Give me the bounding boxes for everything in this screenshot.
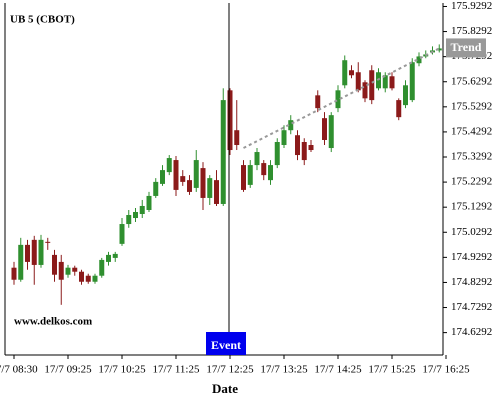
- y-tick-label: 175.1292: [451, 201, 492, 213]
- y-tick-label: 174.7292: [451, 301, 492, 313]
- candle-body: [31, 239, 37, 265]
- candle-body: [288, 120, 294, 131]
- candle-body: [403, 85, 408, 106]
- candle-body: [119, 224, 125, 244]
- candle-body: [254, 152, 260, 166]
- candle-body: [295, 135, 300, 156]
- candle-body: [234, 130, 240, 146]
- candle-body: [315, 95, 321, 109]
- y-tick-label: 175.0292: [451, 226, 492, 238]
- x-tick-label: 17/7 10:25: [98, 364, 146, 376]
- x-tick-label: 17/7 13:25: [260, 364, 308, 376]
- candle-body: [436, 48, 442, 51]
- x-tick-label: 17/7 15:25: [368, 364, 416, 376]
- candle-body: [247, 165, 253, 185]
- candle-body: [227, 90, 233, 151]
- candle-body: [261, 163, 267, 176]
- candle-body: [214, 180, 219, 204]
- candle-body: [160, 170, 165, 184]
- x-tick-label: 17/7 11:25: [153, 364, 200, 376]
- x-tick-label: 17/7 14:25: [314, 364, 362, 376]
- trend-line: [243, 47, 440, 149]
- candle-body: [416, 56, 422, 64]
- y-tick-label: 175.2292: [451, 176, 492, 188]
- candle-body: [52, 254, 57, 275]
- candle-body: [193, 160, 199, 188]
- y-tick-label: 175.5292: [451, 100, 492, 112]
- candle-body: [322, 118, 327, 140]
- candle-body: [301, 142, 307, 161]
- candle-body: [362, 82, 368, 99]
- x-tick-label: 17/7 16:25: [422, 364, 470, 376]
- y-tick-label: 174.6292: [451, 326, 492, 338]
- candle-body: [274, 142, 280, 166]
- candle-body: [180, 176, 186, 182]
- y-tick-label: 175.9292: [451, 0, 492, 12]
- candle-body: [65, 267, 71, 275]
- trend-label-box: [446, 38, 486, 58]
- y-tick-label: 175.6292: [451, 75, 492, 87]
- candle-body: [200, 168, 206, 198]
- candle-body: [207, 178, 213, 198]
- candle-body: [166, 158, 172, 173]
- candle-body: [187, 180, 192, 192]
- candle-body: [92, 275, 98, 282]
- candle-body: [396, 100, 402, 118]
- event-label-box: [206, 332, 246, 355]
- x-axis-title: Date: [212, 381, 238, 396]
- candle-body: [45, 241, 51, 243]
- candle-body: [58, 261, 64, 280]
- x-tick-label: 17/7 12:25: [206, 364, 254, 376]
- candle-body: [99, 259, 105, 276]
- candle-body: [139, 205, 145, 215]
- candle-body: [281, 130, 287, 146]
- y-tick-label: 175.3292: [451, 151, 492, 163]
- chart-title: UB 5 (CBOT): [10, 14, 75, 26]
- x-tick-label: 17/7 08:30: [0, 364, 38, 376]
- candle-body: [220, 100, 226, 204]
- y-tick-label: 175.4292: [451, 125, 492, 137]
- candle-body: [38, 239, 44, 265]
- candle-body: [308, 145, 314, 151]
- candle-body: [112, 253, 118, 258]
- candle-body: [126, 215, 132, 225]
- x-tick-label: 17/7 09:25: [44, 364, 92, 376]
- candle-body: [268, 165, 273, 181]
- candle-body: [328, 115, 334, 149]
- candle-body: [409, 62, 415, 101]
- candle-body: [389, 76, 395, 89]
- watermark: www.delkos.com: [14, 316, 92, 328]
- candle-body: [369, 70, 375, 101]
- candle-body: [355, 72, 361, 91]
- candle-body: [25, 244, 30, 262]
- candle-body: [382, 75, 388, 89]
- candle-body: [106, 254, 111, 262]
- y-tick-label: 174.8292: [451, 276, 492, 288]
- trend-label: Trend: [451, 40, 482, 54]
- candle-body: [173, 160, 179, 190]
- candle-body: [72, 267, 78, 272]
- y-tick-label: 174.9292: [451, 251, 492, 263]
- candle-body: [342, 60, 348, 86]
- candle-body: [335, 90, 341, 109]
- event-label: Event: [211, 338, 241, 352]
- y-tick-label: 175.8292: [451, 25, 492, 37]
- candle-body: [349, 70, 354, 76]
- candle-body: [241, 165, 246, 190]
- candle-body: [133, 211, 138, 219]
- candle-body: [153, 181, 159, 196]
- candle-body: [146, 195, 152, 210]
- candle-body: [79, 271, 84, 282]
- candle-body: [85, 275, 91, 282]
- candle-body: [18, 244, 24, 280]
- candle-body: [11, 267, 17, 280]
